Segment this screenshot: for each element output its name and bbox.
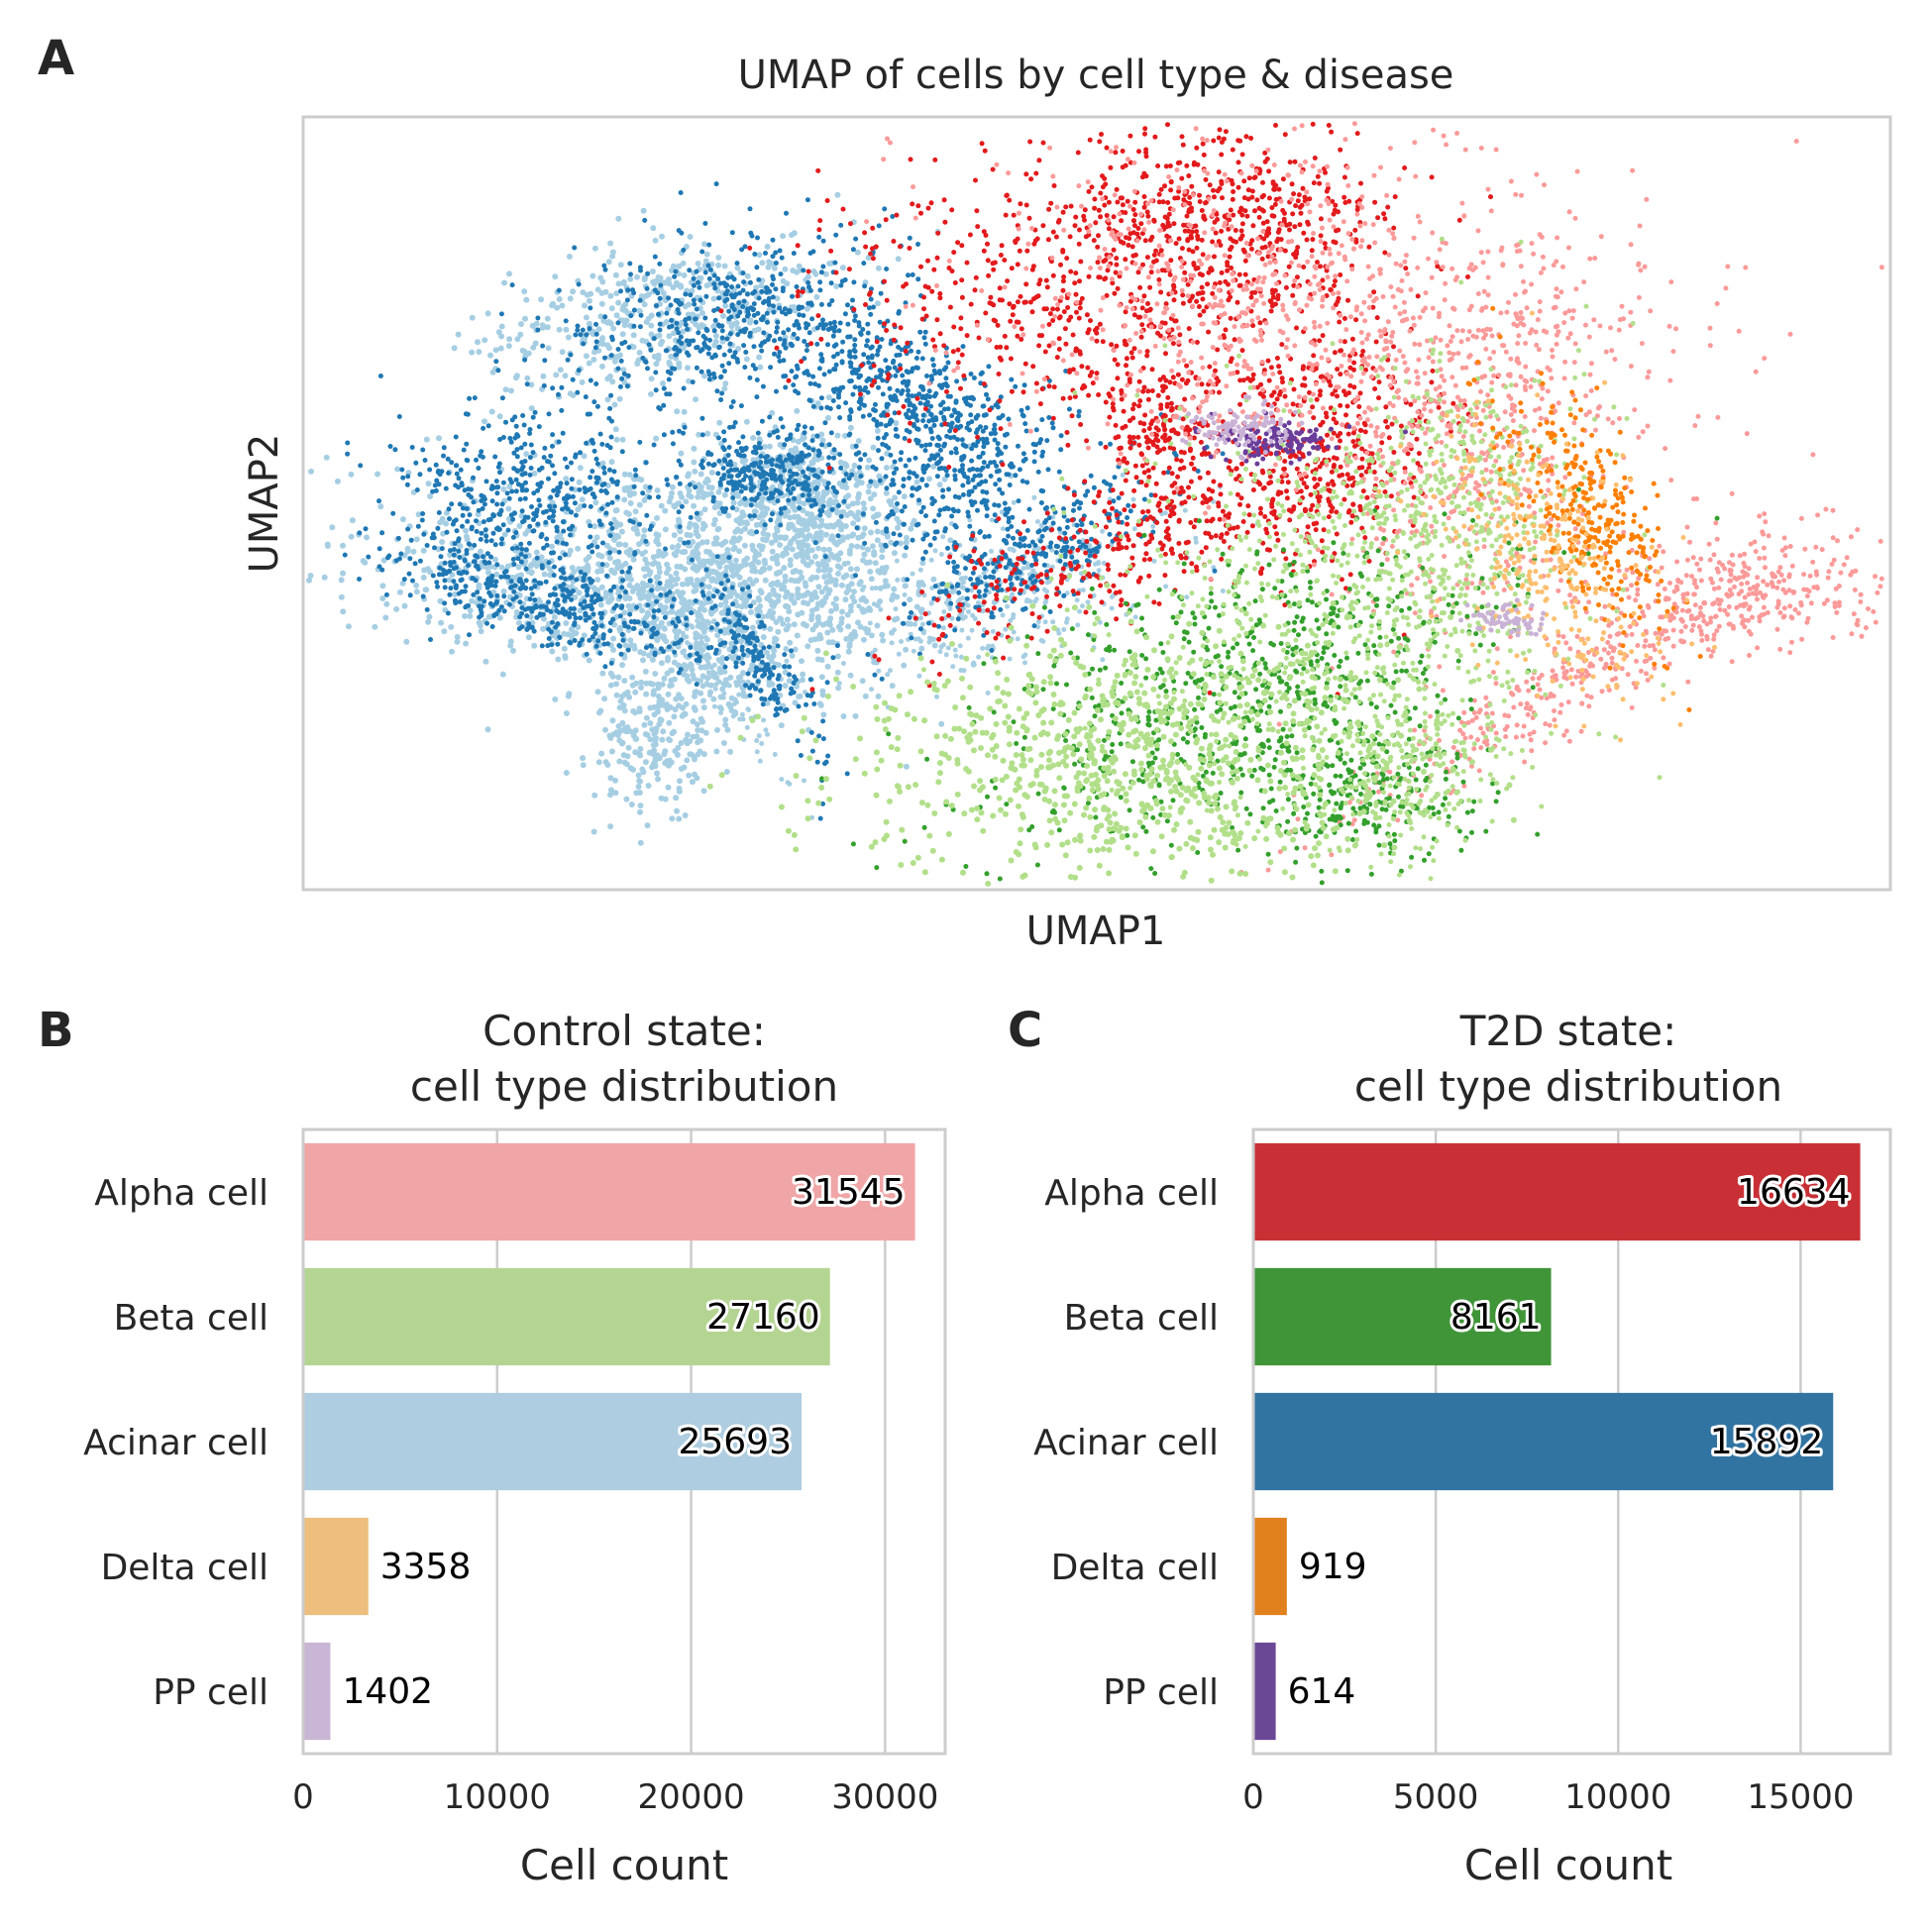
t2d-value-labels: 16634 8161 15892 919 614 — [1288, 1169, 1854, 1712]
control-category-label: Delta cell — [101, 1548, 268, 1588]
umap-y-axis-label: UMAP2 — [242, 434, 287, 574]
control-x-tick-label: 0 — [292, 1777, 314, 1817]
control-value-labels: 31545 27160 25693 3358 1402 — [342, 1169, 908, 1712]
control-value-label: 1402 — [342, 1671, 433, 1712]
t2d-value-label: 16634 — [1737, 1172, 1851, 1213]
umap-point-cloud — [677, 510, 850, 821]
t2d-value-label: 15892 — [1710, 1422, 1824, 1462]
umap-point-cloud — [1238, 507, 1883, 875]
t2d-title-line-1: T2D state: — [1459, 1007, 1677, 1055]
control-bars — [303, 1142, 915, 1741]
control-value-label: 27160 — [706, 1297, 820, 1338]
control-value-label: 3358 — [380, 1547, 472, 1587]
panel-letter-b: B — [38, 1003, 74, 1058]
umap-point-cloud — [1458, 597, 1547, 638]
umap-point-cloud — [647, 414, 912, 546]
control-category-labels: Alpha cell Beta cell Acinar cell Delta cell… — [83, 1173, 268, 1713]
control-x-tick-labels: 0 10000 20000 30000 — [292, 1777, 938, 1817]
umap-point-cloud — [1086, 329, 1221, 523]
panel-letter-a: A — [38, 31, 74, 86]
t2d-x-tick-label: 15000 — [1747, 1777, 1854, 1817]
umap-title: UMAP of cells by cell type & disease — [738, 53, 1454, 98]
control-value-label: 25693 — [678, 1422, 792, 1462]
control-category-label: PP cell — [153, 1672, 268, 1713]
control-bar-chart: Control state: cell type distribution 31… — [83, 1007, 947, 1889]
t2d-bar-chart: T2D state: cell type distribution 16634 8… — [1033, 1007, 1892, 1889]
control-title-line-1: Control state: — [483, 1007, 766, 1055]
control-bar — [303, 1392, 802, 1491]
t2d-frame — [1251, 1127, 1892, 1756]
control-category-label: Beta cell — [114, 1298, 268, 1339]
t2d-x-axis-label: Cell count — [1464, 1841, 1672, 1889]
umap-point-cloud — [1465, 305, 1703, 712]
t2d-bar — [1253, 1267, 1552, 1366]
control-bar — [303, 1267, 830, 1366]
t2d-bar — [1253, 1142, 1861, 1241]
umap-point-cloud — [1302, 644, 1499, 878]
control-category-label: Acinar cell — [83, 1423, 268, 1463]
control-category-label: Alpha cell — [94, 1173, 268, 1214]
t2d-x-tick-label: 5000 — [1393, 1777, 1479, 1817]
control-title-line-2: cell type distribution — [410, 1062, 838, 1111]
umap-point-cloud — [345, 368, 805, 620]
t2d-bars — [1253, 1142, 1861, 1741]
umap-point-cloud — [563, 590, 734, 846]
t2d-x-tick-labels: 0 5000 10000 15000 — [1242, 1777, 1854, 1817]
control-x-tick-label: 30000 — [831, 1777, 938, 1817]
t2d-category-label: Beta cell — [1064, 1298, 1219, 1339]
t2d-bar — [1253, 1642, 1276, 1741]
control-bar — [303, 1142, 915, 1241]
control-bar — [303, 1517, 369, 1616]
umap-point-cloud — [778, 369, 1137, 590]
control-x-tick-label: 10000 — [444, 1777, 551, 1817]
umap-point-cloud — [342, 521, 764, 694]
t2d-value-label: 919 — [1299, 1547, 1367, 1587]
control-x-axis-label: Cell count — [520, 1841, 728, 1889]
umap-panel: UMAP of cells by cell type & disease UMA… — [242, 53, 1892, 954]
control-bar — [303, 1642, 331, 1741]
umap-x-axis-label: UMAP1 — [1026, 909, 1166, 954]
t2d-category-label: Alpha cell — [1044, 1173, 1219, 1214]
umap-point-cloud — [1344, 279, 1587, 747]
umap-point-cloud — [1180, 394, 1305, 462]
t2d-value-label: 8161 — [1450, 1297, 1542, 1338]
panel-letter-c: C — [1008, 1003, 1042, 1058]
t2d-bar — [1253, 1517, 1287, 1616]
t2d-x-tick-label: 0 — [1242, 1777, 1264, 1817]
umap-point-cloud — [451, 191, 941, 473]
umap-points — [306, 121, 1884, 887]
umap-frame — [301, 115, 1892, 892]
t2d-title-line-2: cell type distribution — [1354, 1062, 1782, 1111]
t2d-value-label: 614 — [1288, 1671, 1356, 1712]
control-value-label: 31545 — [792, 1172, 906, 1213]
t2d-category-label: Acinar cell — [1033, 1423, 1219, 1463]
t2d-category-label: Delta cell — [1051, 1548, 1219, 1588]
umap-point-cloud — [1376, 310, 1718, 743]
umap-point-cloud — [864, 121, 1884, 582]
t2d-bar — [1253, 1392, 1834, 1491]
t2d-category-labels: Alpha cell Beta cell Acinar cell Delta cell… — [1033, 1173, 1219, 1713]
control-x-tick-label: 20000 — [637, 1777, 744, 1817]
t2d-x-tick-label: 10000 — [1564, 1777, 1671, 1817]
t2d-category-label: PP cell — [1103, 1672, 1219, 1713]
control-frame — [301, 1127, 947, 1756]
